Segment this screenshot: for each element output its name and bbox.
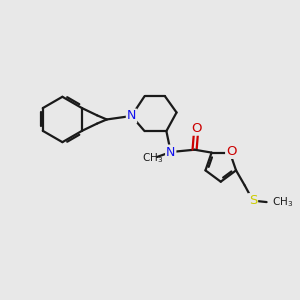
Text: CH$_3$: CH$_3$ [142, 152, 163, 165]
Text: CH$_3$: CH$_3$ [272, 195, 294, 209]
Text: N: N [166, 146, 175, 158]
Text: O: O [191, 122, 201, 135]
Text: O: O [226, 145, 237, 158]
Text: N: N [127, 110, 136, 122]
Text: S: S [249, 194, 257, 207]
